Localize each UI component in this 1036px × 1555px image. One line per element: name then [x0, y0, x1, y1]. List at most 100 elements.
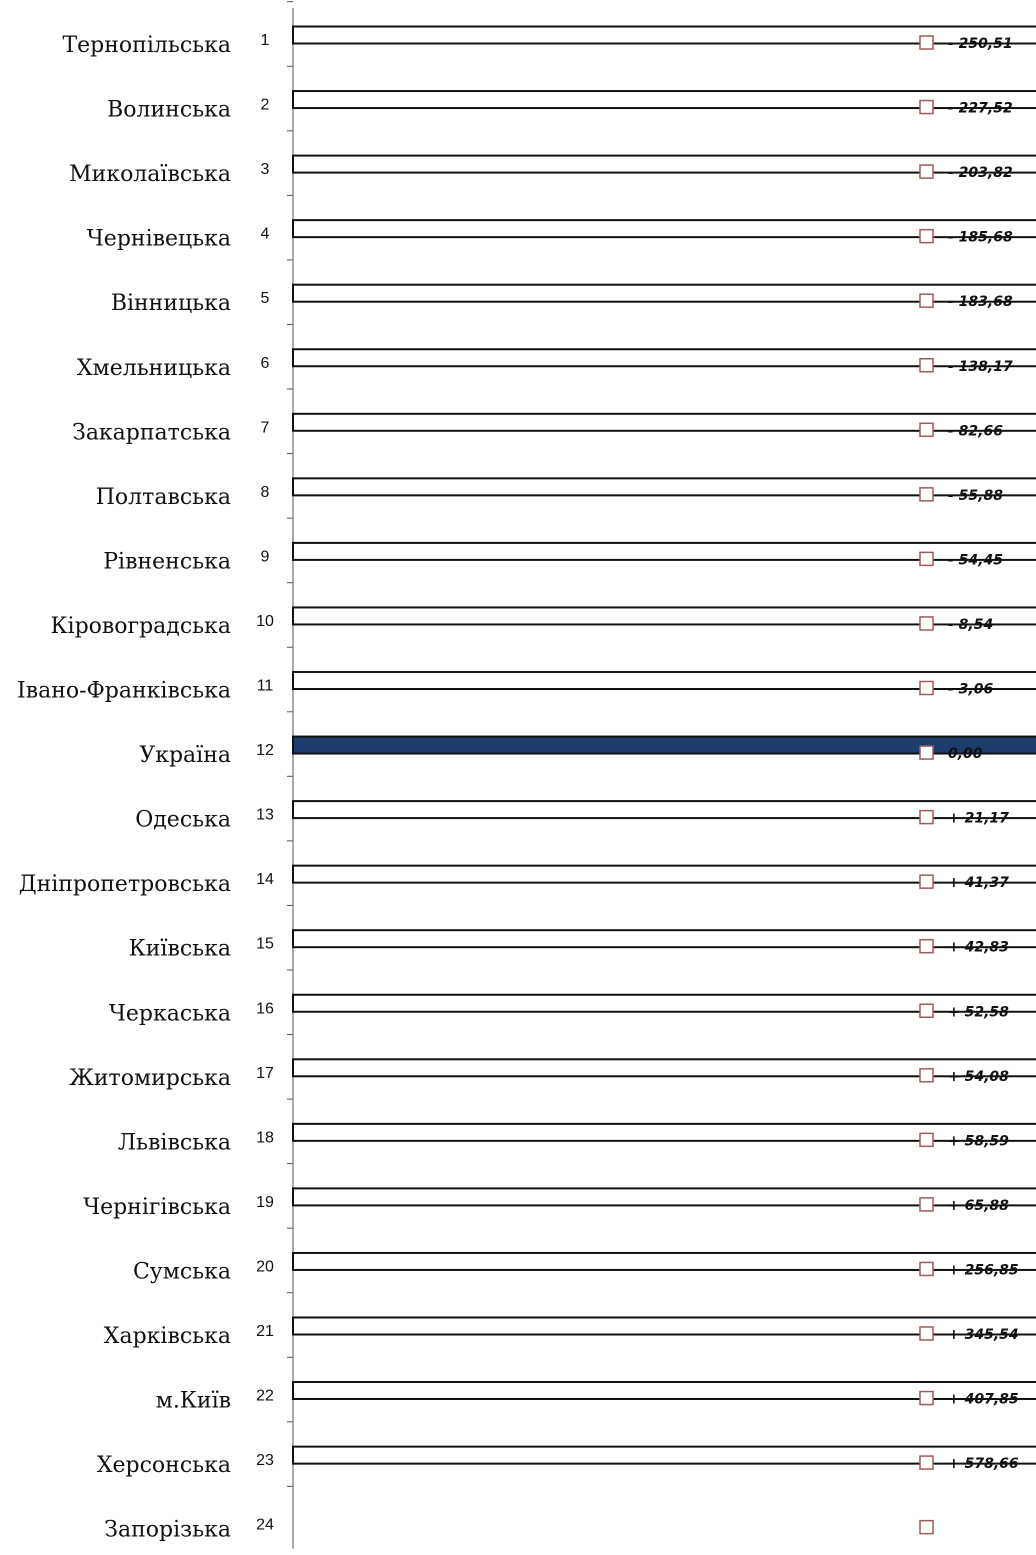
marker-square: [919, 1519, 934, 1535]
category-label: Миколаївська: [69, 162, 231, 187]
rank-label: 5: [261, 290, 270, 307]
deviation-label: - 138,17: [948, 359, 1013, 375]
bar: [292, 90, 1036, 110]
deviation-label: - 82,66: [948, 423, 1003, 439]
rank-label: 14: [256, 871, 274, 888]
bar: [292, 154, 1036, 174]
bar: [292, 25, 1036, 45]
category-label: Полтавська: [96, 485, 231, 510]
bar: [292, 1316, 1036, 1336]
rank-label: 9: [261, 548, 270, 565]
deviation-label: - 185,68: [948, 230, 1013, 246]
rank-label: 17: [256, 1065, 274, 1082]
category-label: Закарпатська: [72, 420, 231, 445]
bar: [292, 864, 1036, 884]
rank-label: 8: [261, 484, 270, 501]
marker-square: [919, 358, 934, 373]
deviation-label: + 54,08: [948, 1069, 1009, 1085]
bar: [292, 1187, 1036, 1207]
category-label: Одеська: [135, 808, 231, 833]
marker-square: [919, 1132, 934, 1148]
bar: [292, 541, 1036, 561]
marker-square: [919, 293, 934, 308]
marker-square: [919, 1068, 934, 1083]
rank-label: 2: [261, 97, 270, 114]
category-label: Рівненська: [103, 549, 231, 574]
category-label: Вінницька: [111, 291, 231, 316]
bar: [292, 606, 1036, 626]
marker-square: [919, 1390, 934, 1406]
category-label: Львівська: [118, 1130, 231, 1155]
marker-square: [919, 1197, 934, 1212]
category-label: Херсонська: [97, 1453, 231, 1478]
category-label: Харківська: [104, 1324, 231, 1349]
category-label: Кіровоградська: [51, 614, 231, 639]
deviation-label: + 41,37: [948, 875, 1009, 891]
rank-label: 7: [261, 419, 270, 436]
deviation-label: - 250,51: [948, 36, 1013, 52]
rank-label: 15: [256, 936, 274, 953]
bar: [292, 1122, 1036, 1142]
category-label: Запорізька: [104, 1518, 231, 1543]
bar: [292, 1058, 1036, 1078]
deviation-label: + 65,88: [948, 1198, 1009, 1214]
marker-square: [919, 164, 934, 179]
deviation-label: - 55,88: [948, 488, 1003, 504]
deviation-label: - 227,52: [948, 101, 1013, 117]
rank-label: 20: [256, 1258, 274, 1275]
category-label: Україна: [139, 743, 231, 768]
marker-square: [919, 680, 934, 696]
bar: [292, 348, 1036, 368]
marker-square: [919, 99, 934, 115]
rank-label: 13: [256, 807, 274, 824]
bar: [292, 1381, 1036, 1401]
category-label: Київська: [129, 937, 231, 962]
rank-label: 1: [261, 32, 270, 49]
marker-square: [919, 874, 934, 889]
category-label: м.Київ: [156, 1389, 231, 1414]
marker-square: [919, 1003, 934, 1018]
rank-label: 21: [256, 1323, 274, 1340]
category-label: Волинська: [107, 98, 231, 123]
deviation-label: + 345,54: [948, 1327, 1019, 1343]
deviation-label: + 21,17: [948, 811, 1009, 827]
rank-label: 22: [256, 1388, 274, 1405]
bar: [292, 219, 1036, 239]
bar: [292, 477, 1036, 497]
bar: [292, 993, 1036, 1013]
bar: [292, 1251, 1036, 1271]
rank-label: 11: [257, 678, 274, 695]
category-label: Хмельницька: [77, 356, 231, 381]
category-label: Івано-Франківська: [17, 679, 231, 704]
highlight-bar: [292, 735, 1036, 755]
marker-square: [919, 551, 934, 567]
bar: [292, 800, 1036, 820]
rank-label: 16: [256, 1000, 274, 1017]
deviation-label: + 578,66: [948, 1456, 1019, 1472]
marker-square: [919, 1261, 934, 1277]
category-label: Чернівецька: [87, 227, 231, 252]
deviation-label: - 3,06: [948, 682, 993, 698]
bar: [292, 1445, 1036, 1465]
deviation-label: 0,00: [948, 746, 983, 762]
deviation-label: + 42,83: [948, 940, 1009, 956]
marker-square: [919, 616, 934, 631]
category-label: Дніпропетровська: [19, 872, 231, 897]
marker-square: [919, 35, 934, 50]
marker-square: [919, 1455, 934, 1470]
rank-label: 19: [256, 1194, 274, 1211]
marker-square: [919, 809, 934, 825]
marker-square: [919, 745, 934, 760]
rank-label: 23: [256, 1452, 274, 1469]
category-label: Сумська: [133, 1259, 231, 1284]
rank-label: 4: [261, 226, 270, 243]
marker-square: [919, 228, 934, 244]
deviation-label: + 52,58: [948, 1004, 1009, 1020]
rank-label: 6: [261, 355, 270, 372]
deviation-label: - 203,82: [948, 165, 1013, 181]
bar: [292, 283, 1036, 303]
marker-square: [919, 1326, 934, 1341]
deviation-label: - 54,45: [948, 552, 1003, 568]
deviation-label: + 256,85: [948, 1262, 1019, 1278]
